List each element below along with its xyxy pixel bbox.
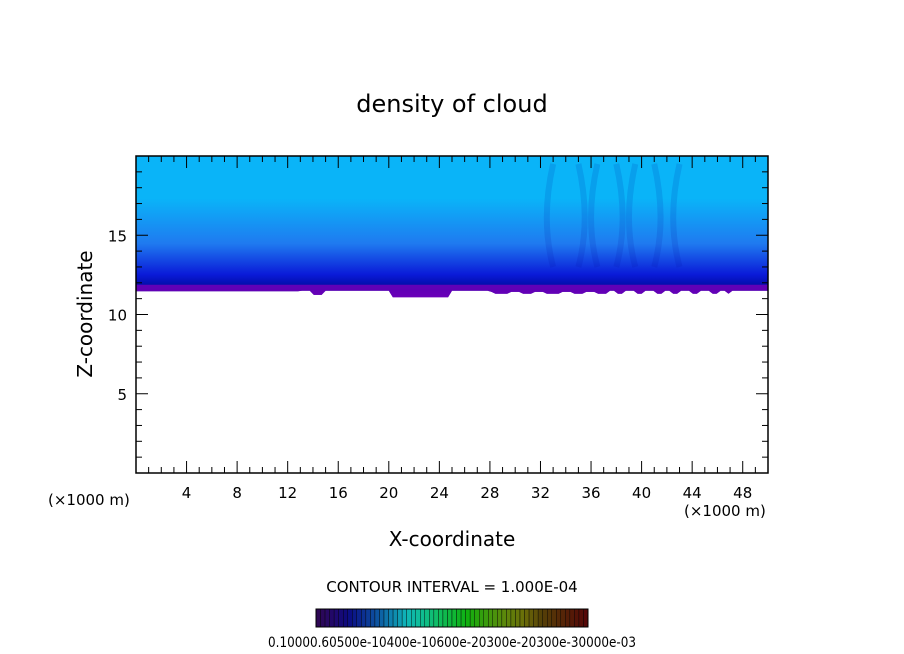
colorbar-swatch (488, 608, 493, 628)
colorbar-swatch (574, 608, 580, 628)
colorbar-swatch (401, 608, 407, 628)
colorbar-swatch (392, 608, 398, 628)
colorbar-frame (315, 608, 589, 628)
colorbar-swatch (556, 608, 562, 628)
x-axis-label: X-coordinate (389, 527, 516, 551)
colorbar-swatch (519, 608, 525, 628)
x-unit-label-left: (×1000 m) (48, 491, 130, 509)
x-tick-label: 12 (278, 484, 297, 502)
colorbar-swatch (324, 608, 330, 628)
y-axis-ticks: 5 10 15 (108, 171, 768, 458)
x-tick-label: 28 (480, 484, 499, 502)
colorbar-labels: 0.10000.60500e-10400e-10600e-20300e-2030… (268, 635, 636, 651)
y-tick-label: 5 (117, 386, 127, 404)
y-axis-label: Z-coordinate (73, 250, 97, 377)
colorbar-swatch (442, 608, 448, 628)
colorbar-swatch (460, 608, 466, 628)
colorbar-swatch (506, 608, 512, 628)
colorbar-swatch (497, 608, 503, 628)
cloud-base-fringe (136, 284, 768, 298)
colorbar-swatch (374, 608, 380, 628)
colorbar-swatch (560, 608, 566, 628)
colorbar-swatch (456, 608, 462, 628)
colorbar-swatch (583, 608, 589, 628)
plot-area (136, 156, 768, 473)
colorbar-swatch (347, 608, 353, 628)
colorbar-swatch (451, 608, 457, 628)
colorbar-swatch (447, 608, 453, 628)
cloud-plume-streak (613, 163, 626, 268)
colorbar-swatch (320, 608, 326, 628)
x-tick-label: 4 (182, 484, 192, 502)
colorbar-swatch (397, 608, 403, 628)
cloud-plume-streak (626, 163, 639, 268)
colorbar-swatch (429, 608, 435, 628)
colorbar-swatch (465, 608, 471, 628)
colorbar-swatch (383, 608, 389, 628)
contour-interval-label: CONTOUR INTERVAL = 1.000E-04 (326, 578, 577, 596)
colorbar-swatch (424, 608, 430, 628)
colorbar-swatch (515, 608, 521, 628)
cloud-density-field (136, 156, 768, 298)
colorbar-swatch (547, 608, 552, 628)
colorbar-swatch (370, 608, 376, 628)
x-tick-label: 48 (733, 484, 752, 502)
colorbar-swatch (388, 608, 394, 628)
colorbar-swatch (333, 608, 339, 628)
colorbar-swatch (569, 608, 575, 628)
colorbar-swatch (542, 608, 548, 628)
colorbar-swatch (510, 608, 516, 628)
cloud-streaks (543, 163, 683, 268)
colorbar-swatch (565, 608, 571, 628)
colorbar-swatch (420, 608, 425, 628)
x-tick-label: 24 (430, 484, 449, 502)
x-tick-label: 32 (531, 484, 550, 502)
x-tick-label: 20 (379, 484, 398, 502)
y-tick-label: 10 (108, 307, 127, 325)
colorbar-swatch (352, 608, 357, 628)
colorbar-swatch (343, 608, 348, 628)
chart-title: density of cloud (356, 90, 547, 118)
cloud-plume-streak (588, 163, 601, 268)
colorbar-swatch (329, 608, 335, 628)
x-unit-label-right: (×1000 m) (684, 502, 766, 520)
x-tick-label: 44 (683, 484, 702, 502)
colorbar-swatch (415, 608, 421, 628)
colorbar-swatch (492, 608, 498, 628)
colorbar-swatch (483, 608, 489, 628)
colorbar-swatch (501, 608, 507, 628)
cloud-plume-streak (651, 163, 664, 268)
colorbar-swatch (533, 608, 539, 628)
cloud-plume-streak (543, 163, 557, 268)
colorbar-swatch (469, 608, 475, 628)
colorbar-swatch (537, 608, 543, 628)
colorbar-swatch (438, 608, 444, 628)
colorbar (315, 608, 589, 628)
colorbar-swatch (528, 608, 534, 628)
cloud-plume-streak (575, 163, 588, 268)
x-tick-label: 36 (581, 484, 600, 502)
cloud-plume-streak (670, 163, 683, 268)
colorbar-swatch (365, 608, 371, 628)
colorbar-swatch (474, 608, 480, 628)
colorbar-swatch (338, 608, 344, 628)
colorbar-swatch (411, 608, 416, 628)
x-tick-label: 8 (232, 484, 242, 502)
colorbar-swatch (578, 608, 584, 628)
colorbar-swatch (433, 608, 439, 628)
x-tick-label: 16 (329, 484, 348, 502)
colorbar-swatch (379, 608, 385, 628)
colorbar-swatch (361, 608, 367, 628)
colorbar-swatch (315, 608, 321, 628)
x-tick-label: 40 (632, 484, 651, 502)
colorbar-swatch (479, 608, 484, 628)
colorbar-swatch (551, 608, 557, 628)
colorbar-swatch (356, 608, 362, 628)
y-tick-label: 15 (108, 227, 127, 245)
colorbar-swatch (524, 608, 530, 628)
x-axis-ticks: 4 8 12 16 20 24 28 32 36 40 44 48 (148, 156, 756, 502)
colorbar-swatch (406, 608, 412, 628)
